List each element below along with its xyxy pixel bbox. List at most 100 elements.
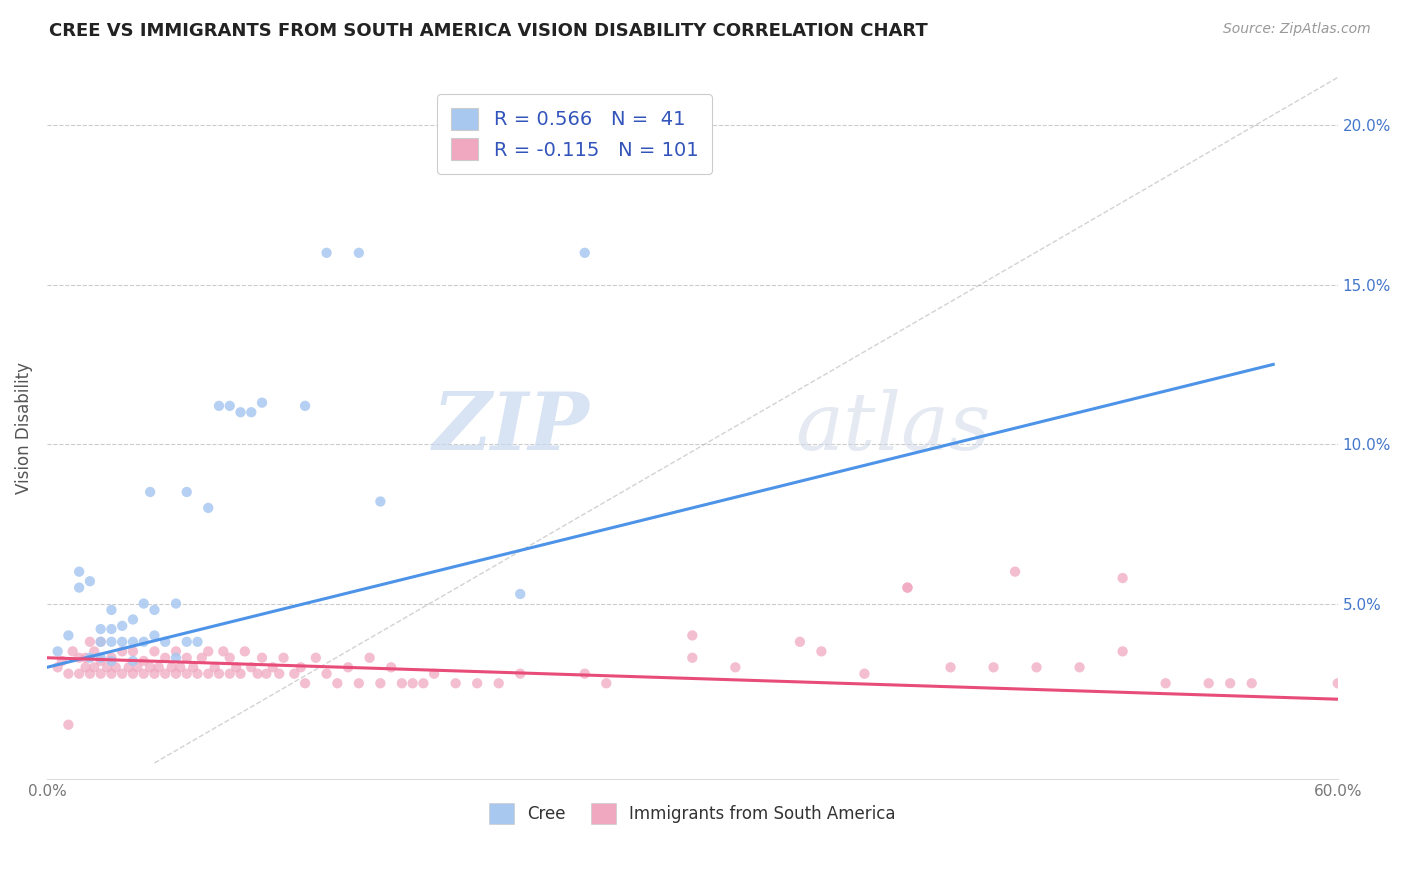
Point (896, 581, 918, 595)
Point (246, 666, 269, 681)
Point (233, 644, 256, 658)
Point (1069, 660, 1091, 674)
Point (79, 650, 101, 665)
Point (181, 660, 204, 674)
Point (204, 660, 226, 674)
Point (225, 660, 247, 674)
Point (58, 628, 80, 642)
Point (155, 650, 177, 665)
Y-axis label: Vision Disability: Vision Disability (15, 362, 32, 494)
Point (155, 635, 177, 649)
Point (197, 644, 219, 658)
Point (100, 603, 122, 617)
Point (283, 666, 305, 681)
Text: ZIP: ZIP (432, 390, 589, 467)
Point (67, 650, 90, 665)
Point (165, 644, 187, 658)
Point (1326, 676, 1348, 690)
Point (79, 574, 101, 589)
Point (240, 405, 263, 419)
Point (229, 405, 252, 419)
Point (1004, 565, 1026, 579)
Point (1111, 571, 1133, 585)
Point (148, 660, 170, 674)
Point (939, 660, 962, 674)
Point (67, 581, 90, 595)
Point (347, 245, 370, 260)
Point (176, 635, 198, 649)
Point (240, 660, 263, 674)
Point (273, 650, 295, 665)
Point (315, 245, 337, 260)
Point (143, 666, 166, 681)
Point (90, 666, 112, 681)
Point (122, 666, 145, 681)
Point (51, 654, 73, 668)
Point (186, 635, 208, 649)
Point (218, 650, 240, 665)
Point (370, 676, 392, 690)
Point (681, 628, 703, 642)
Point (359, 650, 381, 665)
Text: Source: ZipAtlas.com: Source: ZipAtlas.com (1223, 22, 1371, 37)
Point (155, 666, 177, 681)
Point (75, 660, 97, 674)
Point (465, 676, 488, 690)
Point (90, 622, 112, 636)
Point (896, 581, 918, 595)
Point (574, 245, 596, 260)
Text: CREE VS IMMIGRANTS FROM SOUTH AMERICA VISION DISABILITY CORRELATION CHART: CREE VS IMMIGRANTS FROM SOUTH AMERICA VI… (49, 22, 928, 40)
Point (250, 650, 273, 665)
Point (380, 660, 402, 674)
Point (337, 660, 360, 674)
Point (100, 622, 122, 636)
Point (176, 666, 198, 681)
Point (509, 587, 531, 601)
Point (347, 676, 370, 690)
Point (262, 660, 284, 674)
Point (254, 666, 277, 681)
Point (208, 399, 231, 413)
Point (853, 666, 876, 681)
Point (143, 644, 166, 658)
Point (132, 597, 155, 611)
Point (1111, 644, 1133, 658)
Point (294, 676, 316, 690)
Point (122, 612, 145, 626)
Point (1025, 660, 1047, 674)
Point (197, 500, 219, 515)
Point (75, 650, 97, 665)
Point (186, 666, 208, 681)
Point (143, 628, 166, 642)
Point (67, 565, 90, 579)
Point (326, 676, 349, 690)
Point (122, 654, 145, 668)
Point (160, 660, 183, 674)
Point (117, 660, 139, 674)
Point (444, 676, 467, 690)
Point (122, 635, 145, 649)
Point (176, 485, 198, 500)
Point (100, 654, 122, 668)
Point (165, 597, 187, 611)
Point (58, 717, 80, 731)
Point (370, 494, 392, 508)
Point (423, 666, 446, 681)
Point (139, 660, 162, 674)
Point (79, 635, 101, 649)
Legend: Cree, Immigrants from South America: Cree, Immigrants from South America (479, 793, 905, 834)
Point (90, 654, 112, 668)
Point (100, 635, 122, 649)
Point (132, 635, 155, 649)
Point (83, 660, 105, 674)
Point (111, 644, 134, 658)
Point (127, 660, 149, 674)
Point (488, 676, 510, 690)
Point (139, 485, 162, 500)
Point (90, 650, 112, 665)
Point (165, 650, 187, 665)
Point (79, 666, 101, 681)
Point (1219, 676, 1241, 690)
Point (212, 644, 235, 658)
Point (90, 635, 112, 649)
